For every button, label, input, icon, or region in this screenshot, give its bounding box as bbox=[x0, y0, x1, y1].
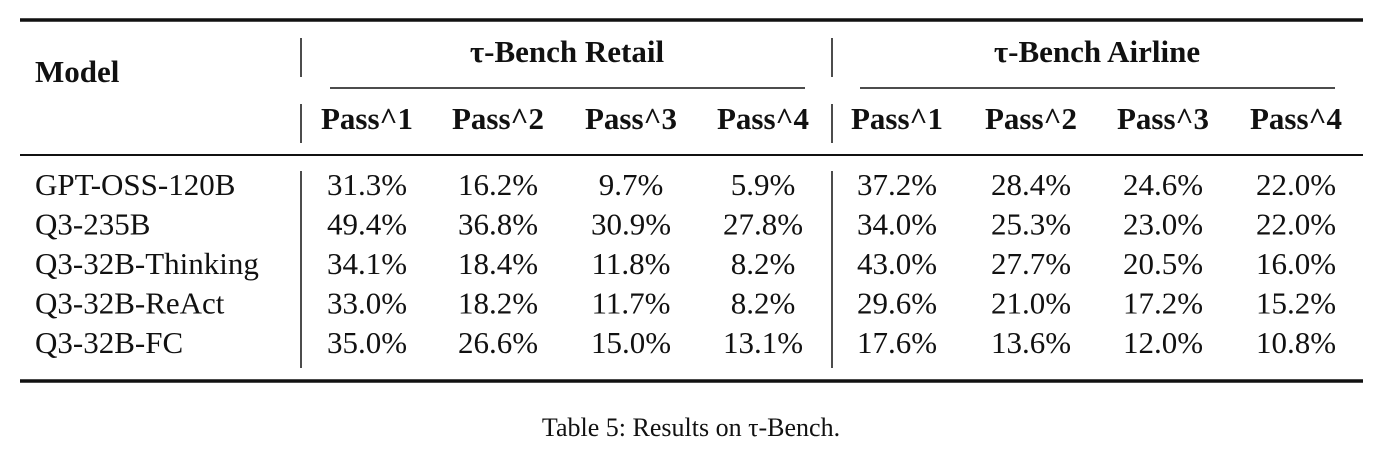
cell: 15.2% bbox=[1256, 286, 1336, 321]
cell: 26.6% bbox=[458, 325, 538, 360]
cell: 8.2% bbox=[731, 246, 796, 281]
group-header: τ-Bench Airline bbox=[994, 34, 1200, 69]
cell: 10.8% bbox=[1256, 325, 1336, 360]
cell: 9.7% bbox=[599, 167, 664, 202]
cell: 43.0% bbox=[857, 246, 937, 281]
cell: 34.1% bbox=[327, 246, 407, 281]
cell: 5.9% bbox=[731, 167, 796, 202]
cell: 11.8% bbox=[592, 246, 671, 281]
column-header: Pass^2 bbox=[452, 101, 544, 136]
column-header: Pass^3 bbox=[585, 101, 677, 136]
cell: 24.6% bbox=[1123, 167, 1203, 202]
vertical-rules bbox=[300, 38, 833, 368]
cell: 11.7% bbox=[592, 286, 671, 321]
column-header: Pass^1 bbox=[321, 101, 413, 136]
cell: 34.0% bbox=[857, 207, 937, 242]
cell: 28.4% bbox=[991, 167, 1071, 202]
cell: 13.6% bbox=[991, 325, 1071, 360]
cell: 18.4% bbox=[458, 246, 538, 281]
model-header: Model bbox=[35, 54, 120, 89]
cell: 29.6% bbox=[857, 286, 937, 321]
cell: 15.0% bbox=[591, 325, 671, 360]
cell: 25.3% bbox=[991, 207, 1071, 242]
cell: 27.7% bbox=[991, 246, 1071, 281]
caption: Table 5: Results on τ-Bench. bbox=[542, 413, 840, 442]
cell: 31.3% bbox=[327, 167, 407, 202]
model-name: Q3-32B-Thinking bbox=[35, 246, 259, 281]
cell: 20.5% bbox=[1123, 246, 1203, 281]
model-name: GPT-OSS-120B bbox=[35, 167, 235, 202]
cell: 22.0% bbox=[1256, 207, 1336, 242]
cell: 33.0% bbox=[327, 286, 407, 321]
model-name: Q3-32B-ReAct bbox=[35, 286, 225, 321]
cell: 27.8% bbox=[723, 207, 803, 242]
column-header: Pass^2 bbox=[985, 101, 1077, 136]
cell: 37.2% bbox=[857, 167, 937, 202]
column-header: Pass^4 bbox=[1250, 101, 1342, 136]
cell: 13.1% bbox=[723, 325, 803, 360]
cell: 17.6% bbox=[857, 325, 937, 360]
cell: 22.0% bbox=[1256, 167, 1336, 202]
cell: 30.9% bbox=[591, 207, 671, 242]
column-header: Pass^3 bbox=[1117, 101, 1209, 136]
cell: 16.0% bbox=[1256, 246, 1336, 281]
cell: 35.0% bbox=[327, 325, 407, 360]
cell: 12.0% bbox=[1123, 325, 1203, 360]
cell: 49.4% bbox=[327, 207, 407, 242]
model-name: Q3-235B bbox=[35, 207, 150, 242]
cell: 8.2% bbox=[731, 286, 796, 321]
cell: 23.0% bbox=[1123, 207, 1203, 242]
column-header: Pass^4 bbox=[717, 101, 809, 136]
column-header: Pass^1 bbox=[851, 101, 943, 136]
cell: 16.2% bbox=[458, 167, 538, 202]
cell: 36.8% bbox=[458, 207, 538, 242]
cell: 17.2% bbox=[1123, 286, 1203, 321]
group-header: τ-Bench Retail bbox=[470, 34, 665, 69]
cell: 21.0% bbox=[991, 286, 1071, 321]
cell: 18.2% bbox=[458, 286, 538, 321]
model-name: Q3-32B-FC bbox=[35, 325, 183, 360]
